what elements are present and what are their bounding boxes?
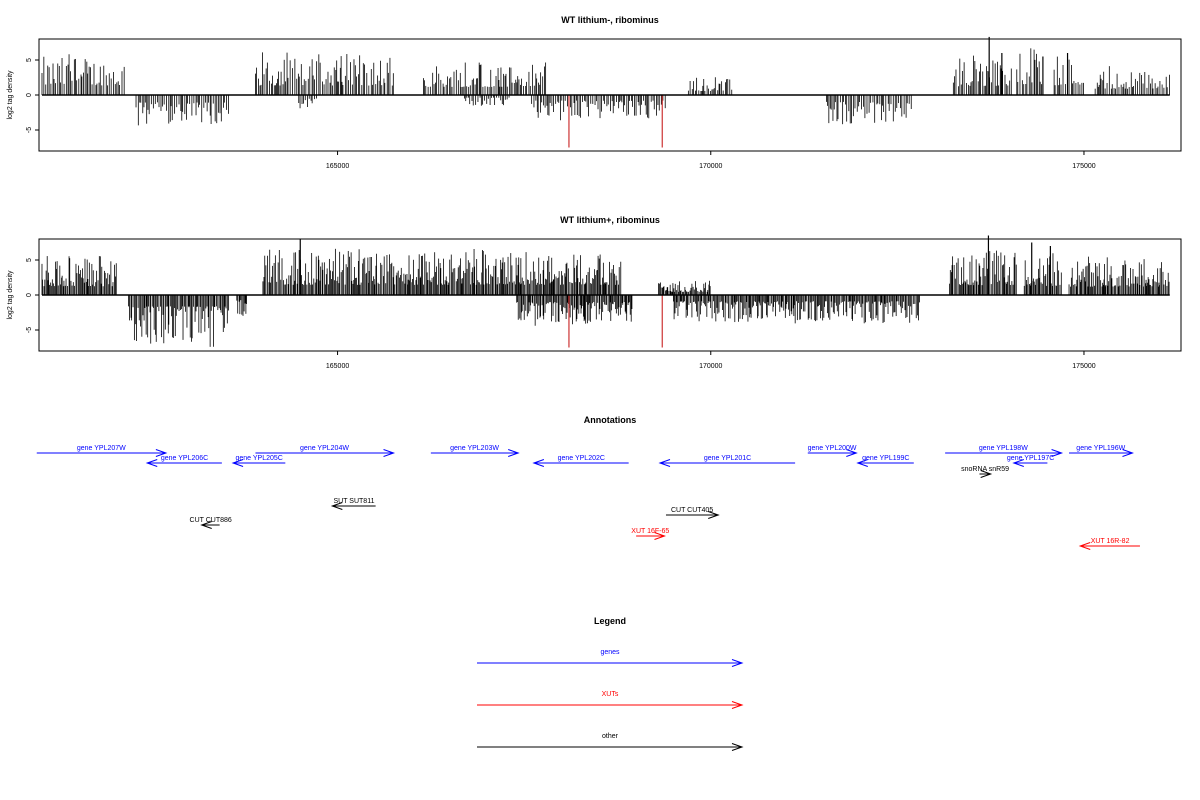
- annotation-feature: gene YPL200W: [807, 445, 858, 457]
- feature-arrow: [532, 459, 629, 467]
- y-tick-label: 5: [26, 258, 33, 262]
- track-title: WT lithium-, ribominus: [561, 15, 659, 25]
- feature-arrow: [856, 459, 914, 467]
- feature-label: SUT SUT811: [333, 498, 374, 505]
- feature-arrow: [665, 511, 720, 519]
- annotation-feature: CUT CUT886: [190, 517, 232, 529]
- legend-label: other: [602, 733, 619, 740]
- feature-label: gene YPL203W: [450, 445, 499, 452]
- y-tick-label: 0: [26, 93, 33, 97]
- feature-arrow: [36, 449, 168, 457]
- feature-arrow: [200, 521, 220, 529]
- x-tick-label: 165000: [326, 363, 349, 370]
- annotation-feature: SUT SUT811: [330, 498, 376, 510]
- annotation-feature: gene YPL204W: [255, 445, 396, 457]
- annotation-feature: gene YPL205C: [231, 455, 286, 467]
- feature-arrow: [1078, 542, 1140, 550]
- legend-label: genes: [600, 649, 620, 656]
- annotation-feature: gene YPL196W: [1069, 445, 1134, 457]
- annotation-feature: XUT 16R-82: [1078, 538, 1140, 550]
- annotation-feature: snoRNA snR59: [961, 466, 1009, 478]
- y-axis-label: log2 tag density: [7, 270, 14, 320]
- feature-arrow: [636, 532, 667, 540]
- feature-label: snoRNA snR59: [961, 466, 1009, 473]
- annotation-feature: gene YPL198W: [945, 445, 1064, 457]
- x-tick-label: 165000: [326, 163, 349, 170]
- x-tick-label: 175000: [1072, 163, 1095, 170]
- x-tick-label: 170000: [699, 363, 722, 370]
- feature-label: gene YPL206C: [161, 455, 208, 462]
- feature-arrow: [658, 459, 796, 467]
- feature-label: CUT CUT405: [671, 507, 713, 514]
- feature-arrow: [807, 449, 858, 457]
- legend-item: XUTs: [477, 691, 744, 709]
- x-tick-label: 175000: [1072, 363, 1095, 370]
- annotation-feature: gene YPL203W: [430, 445, 520, 457]
- annotation-feature: gene YPL207W: [36, 445, 168, 457]
- legend-arrow: [477, 701, 744, 709]
- annotation-feature: gene YPL202C: [532, 455, 629, 467]
- legend-item: genes: [477, 649, 744, 667]
- track-panel-lithium-minus: WT lithium-, ribominus log2 tag density …: [7, 15, 1182, 170]
- legend-section: Legend genes XUTs other: [477, 616, 744, 751]
- feature-label: gene YPL196W: [1076, 445, 1125, 452]
- annotation-feature: gene YPL199C: [856, 455, 914, 467]
- feature-arrow: [1012, 459, 1048, 467]
- feature-label: XUT 16F-65: [631, 528, 669, 535]
- legend-items: genes XUTs other: [477, 649, 744, 751]
- feature-arrow: [231, 459, 286, 467]
- feature-arrow: [430, 449, 520, 457]
- annotations-title: Annotations: [584, 415, 637, 425]
- feature-label: gene YPL200W: [808, 445, 857, 452]
- annotation-feature: CUT CUT405: [665, 507, 720, 519]
- feature-label: CUT CUT886: [190, 517, 232, 524]
- legend-label: XUTs: [602, 691, 619, 698]
- feature-label: gene YPL205C: [236, 455, 283, 462]
- legend-arrow: [477, 743, 744, 751]
- y-tick-label: 0: [26, 293, 33, 297]
- y-tick-label: -5: [26, 327, 33, 333]
- plot-area: -5 0 5 165000 170000 175000: [26, 235, 1182, 370]
- y-tick-label: 5: [26, 58, 33, 62]
- legend-title: Legend: [594, 616, 626, 626]
- feature-label: XUT 16R-82: [1091, 538, 1130, 545]
- feature-arrow: [979, 470, 993, 478]
- annotation-feature: gene YPL201C: [658, 455, 796, 467]
- y-tick-label: -5: [26, 127, 33, 133]
- feature-label: gene YPL201C: [704, 455, 751, 462]
- legend-item: other: [477, 733, 744, 751]
- plot-area: -5 0 5 165000 170000 175000: [26, 36, 1182, 170]
- annotation-feature: XUT 16F-65: [631, 528, 669, 540]
- annotation-items: gene YPL207W gene YPL206C gene YPL205C gene…: [36, 445, 1140, 550]
- y-axis-label: log2 tag density: [7, 70, 14, 120]
- annotation-feature: gene YPL197C: [1007, 455, 1054, 467]
- feature-label: gene YPL197C: [1007, 455, 1054, 462]
- feature-arrow: [330, 502, 376, 510]
- track-panel-lithium-plus: WT lithium+, ribominus log2 tag density …: [7, 215, 1182, 370]
- x-tick-label: 170000: [699, 163, 722, 170]
- feature-label: gene YPL198W: [979, 445, 1028, 452]
- legend-arrow: [477, 659, 744, 667]
- feature-label: gene YPL204W: [300, 445, 349, 452]
- feature-arrow: [145, 459, 222, 467]
- feature-arrow: [255, 449, 396, 457]
- feature-label: gene YPL202C: [558, 455, 605, 462]
- feature-arrow: [945, 449, 1064, 457]
- feature-label: gene YPL199C: [862, 455, 909, 462]
- feature-label: gene YPL207W: [77, 445, 126, 452]
- feature-arrow: [1069, 449, 1134, 457]
- track-title: WT lithium+, ribominus: [560, 215, 660, 225]
- annotation-feature: gene YPL206C: [145, 455, 222, 467]
